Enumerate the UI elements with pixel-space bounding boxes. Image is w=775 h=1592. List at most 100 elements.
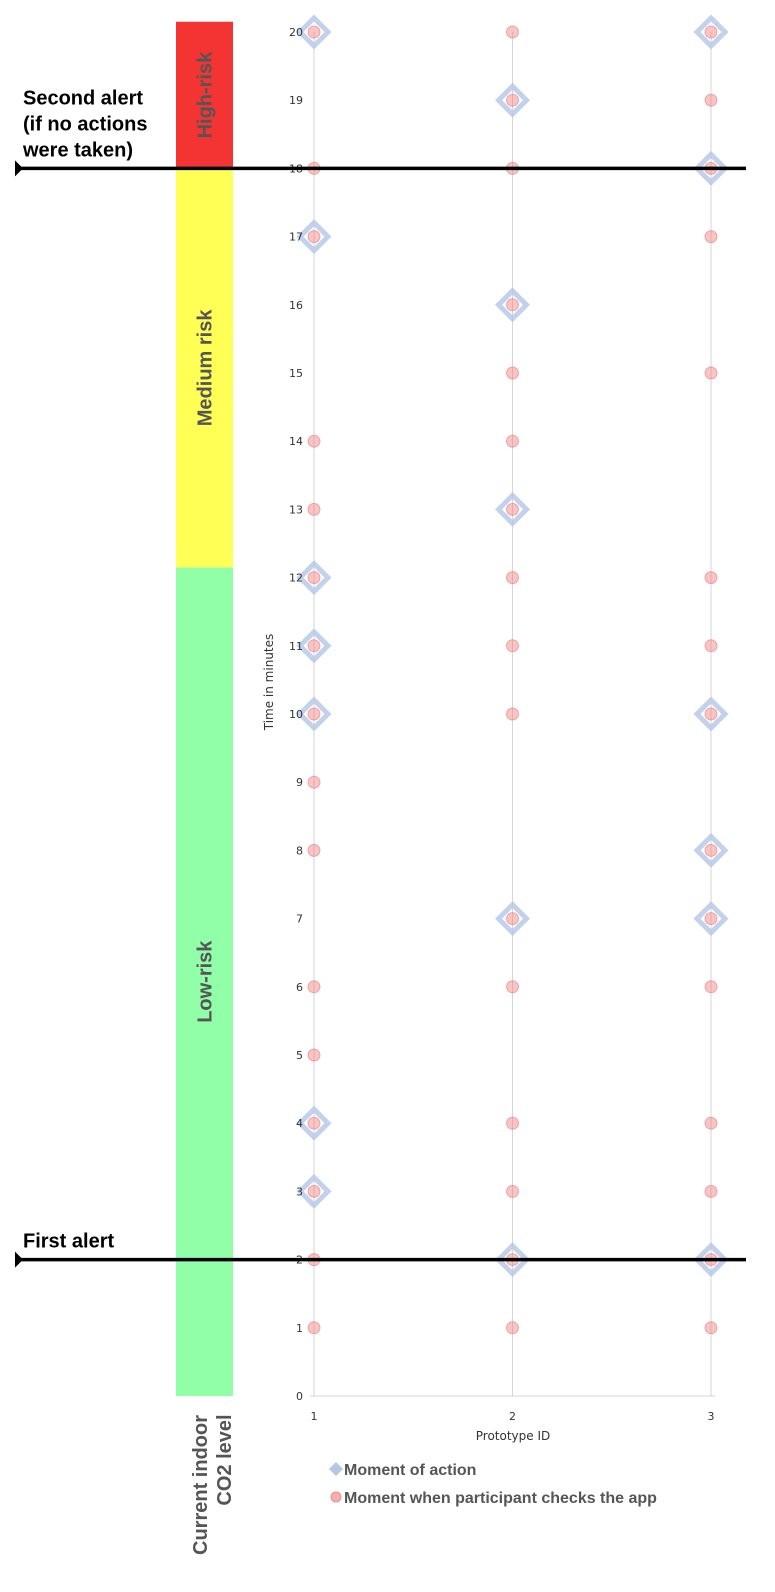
x-tick-1: 1 xyxy=(311,1410,318,1423)
action-point-2 xyxy=(296,560,332,596)
check-point-6 xyxy=(307,639,321,653)
alert-arrow-icon-0 xyxy=(15,160,23,177)
check-point-9 xyxy=(307,843,321,857)
legend-circle-icon xyxy=(330,1491,342,1503)
legend-item-action: Moment of action xyxy=(329,1462,476,1479)
check-point-33 xyxy=(704,93,718,107)
legend-label-action: Moment of action xyxy=(344,1462,476,1479)
check-point-40 xyxy=(704,843,718,857)
y-tick-12: 12 xyxy=(289,572,303,585)
alert-label-1-0: First alert xyxy=(23,1231,114,1253)
risk-band-label-2: High-risk xyxy=(195,51,217,139)
risk-band-label-0: Low-risk xyxy=(195,940,217,1023)
check-point-19 xyxy=(506,298,519,312)
check-point-43 xyxy=(704,1116,718,1130)
risk-bands: Low-risk Medium risk High-risk xyxy=(176,21,233,1396)
check-point-3 xyxy=(307,434,321,448)
check-point-16 xyxy=(506,25,519,39)
check-point-5 xyxy=(307,571,321,585)
risk-axis-label-line2: CO2 level xyxy=(214,1414,236,1505)
action-point-10 xyxy=(494,901,531,937)
action-point-0 xyxy=(296,14,332,50)
action-point-12 xyxy=(693,14,729,50)
y-tick-5: 5 xyxy=(296,1049,303,1062)
y-axis-label: Time in minutes xyxy=(262,634,276,732)
alert-label-0-1: (if no actions xyxy=(23,113,147,135)
check-point-13 xyxy=(307,1184,321,1198)
check-point-10 xyxy=(307,980,321,994)
action-point-6 xyxy=(296,1173,332,1209)
check-point-38 xyxy=(704,639,718,653)
y-tick-19: 19 xyxy=(289,94,303,107)
check-point-15 xyxy=(307,1321,321,1335)
check-point-21 xyxy=(506,434,519,448)
y-tick-8: 8 xyxy=(296,844,303,857)
x-tick-3: 3 xyxy=(708,1410,715,1423)
risk-band-1 xyxy=(176,168,233,568)
check-point-39 xyxy=(704,707,718,721)
risk-axis-label-line1: Current indoor xyxy=(190,1415,212,1555)
check-point-35 xyxy=(704,230,718,244)
check-point-28 xyxy=(506,1116,519,1130)
action-point-1 xyxy=(296,219,332,255)
check-point-22 xyxy=(506,502,519,516)
check-point-29 xyxy=(506,1184,519,1198)
x-tick-2: 2 xyxy=(509,1410,516,1423)
x-axis-label: Prototype ID xyxy=(476,1429,550,1443)
alert-label-0-0: Second alert xyxy=(23,87,143,109)
action-point-17 xyxy=(693,1242,729,1278)
action-point-9 xyxy=(494,491,531,527)
legend-item-check: Moment when participant checks the app xyxy=(330,1490,657,1507)
check-point-41 xyxy=(704,912,718,926)
check-point-46 xyxy=(704,1321,718,1335)
gridlines xyxy=(310,32,715,1397)
y-tick-4: 4 xyxy=(296,1117,303,1130)
check-point-4 xyxy=(307,502,321,516)
y-tick-13: 13 xyxy=(289,503,303,516)
check-point-23 xyxy=(506,571,519,585)
alert-lines: Second alert (if no actions were taken) Fir… xyxy=(15,87,746,1268)
check-point-17 xyxy=(506,93,519,107)
y-tick-11: 11 xyxy=(289,640,303,653)
y-tick-16: 16 xyxy=(289,299,303,312)
action-point-8 xyxy=(494,287,531,323)
y-tick-1: 1 xyxy=(296,1322,303,1335)
action-point-5 xyxy=(296,1105,332,1141)
legend-label-check: Moment when participant checks the app xyxy=(344,1490,657,1507)
y-tick-0: 0 xyxy=(296,1390,303,1403)
check-point-26 xyxy=(506,912,519,926)
action-point-11 xyxy=(494,1242,531,1278)
alert-arrow-icon-1 xyxy=(15,1251,23,1268)
y-tick-3: 3 xyxy=(296,1185,303,1198)
action-point-13 xyxy=(693,150,729,186)
action-point-15 xyxy=(693,832,729,868)
check-point-44 xyxy=(704,1184,718,1198)
tick-labels: 01234567891011121314151617181920123 xyxy=(289,26,715,1423)
y-tick-9: 9 xyxy=(296,776,303,789)
action-point-14 xyxy=(693,696,729,732)
legend-diamond-icon xyxy=(329,1462,343,1476)
check-point-20 xyxy=(506,366,519,380)
action-point-7 xyxy=(494,82,531,118)
check-point-25 xyxy=(506,707,519,721)
action-point-16 xyxy=(693,901,729,937)
check-point-31 xyxy=(506,1321,519,1335)
alert-label-0-2: were taken) xyxy=(22,139,133,161)
y-tick-6: 6 xyxy=(296,981,303,994)
check-point-0 xyxy=(307,25,321,39)
risk-band-2 xyxy=(176,21,233,169)
y-tick-14: 14 xyxy=(289,435,303,448)
check-point-27 xyxy=(506,980,519,994)
check-point-24 xyxy=(506,639,519,653)
check-point-36 xyxy=(704,366,718,380)
y-tick-17: 17 xyxy=(289,231,303,244)
y-tick-20: 20 xyxy=(289,26,303,39)
check-point-37 xyxy=(704,571,718,585)
action-point-3 xyxy=(296,628,332,664)
risk-band-label-1: Medium risk xyxy=(195,309,217,427)
check-point-11 xyxy=(307,1048,321,1062)
check-point-42 xyxy=(704,980,718,994)
legend: Moment of action Moment when participant… xyxy=(329,1462,657,1507)
check-point-32 xyxy=(704,25,718,39)
